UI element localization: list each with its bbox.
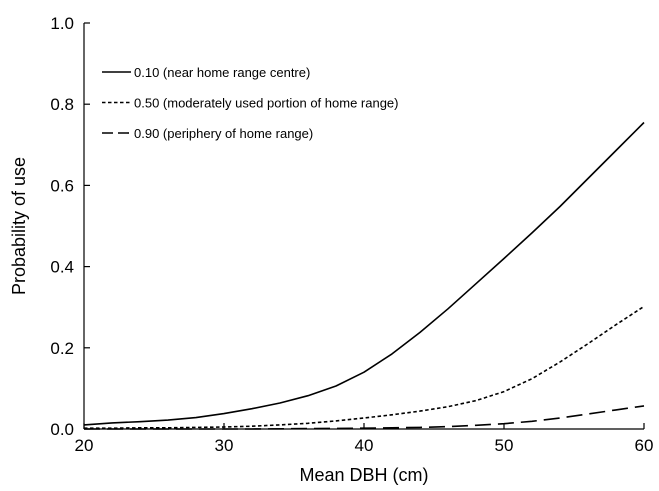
y-tick-label: 0.2 <box>50 339 74 358</box>
y-tick-label: 0.8 <box>50 95 74 114</box>
y-axis-title: Probability of use <box>9 157 29 295</box>
x-tick-label: 60 <box>635 436 654 455</box>
plot-area <box>83 23 644 430</box>
legend: 0.10 (near home range centre) 0.50 (moder… <box>102 65 399 141</box>
legend-label: 0.10 (near home range centre) <box>134 65 310 80</box>
x-ticks: 20 30 40 50 60 <box>75 423 654 455</box>
legend-label: 0.90 (periphery of home range) <box>134 126 313 141</box>
y-tick-label: 0.0 <box>50 420 74 439</box>
x-tick-label: 50 <box>495 436 514 455</box>
y-tick-label: 1.0 <box>50 14 74 33</box>
x-tick-label: 30 <box>215 436 234 455</box>
series-line-3 <box>84 405 645 430</box>
series-lines <box>83 121 645 430</box>
legend-label: 0.50 (moderately used portion of home ra… <box>134 96 399 111</box>
y-tick-label: 0.6 <box>50 176 74 195</box>
x-tick-label: 20 <box>75 436 94 455</box>
y-ticks: 0.0 0.2 0.4 0.6 0.8 1.0 <box>50 14 90 439</box>
y-tick-label: 0.4 <box>50 258 74 277</box>
series-line-1 <box>83 121 645 426</box>
x-axis-title: Mean DBH (cm) <box>299 465 428 485</box>
x-tick-label: 40 <box>355 436 374 455</box>
series-line-2 <box>84 305 645 429</box>
